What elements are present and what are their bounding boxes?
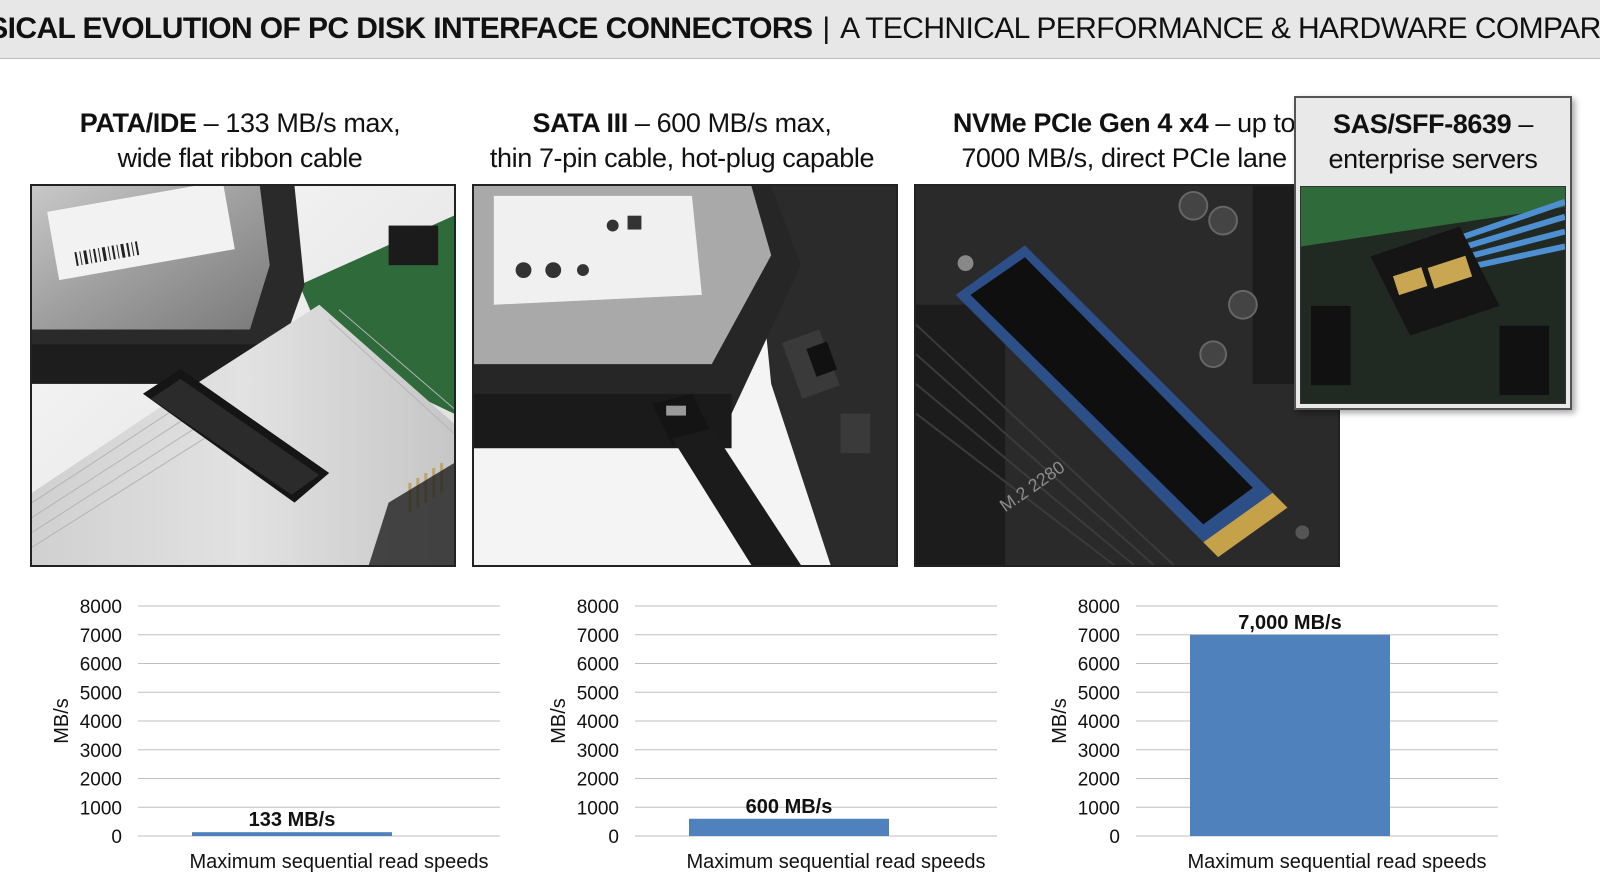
sata-name: SATA III <box>532 108 629 138</box>
y-tick-label: 4000 <box>577 712 619 733</box>
y-axis-label: MB/s <box>51 698 73 744</box>
y-tick-label: 2000 <box>80 770 122 791</box>
y-tick-label: 6000 <box>1078 655 1120 676</box>
data-label: 7,000 MB/s <box>1238 612 1341 634</box>
sas-description: enterprise servers <box>1328 144 1538 174</box>
sata-photo <box>472 184 898 567</box>
header-title-sub: A TECHNICAL PERFORMANCE & HARDWARE COMPA… <box>840 12 1600 45</box>
y-tick-label: 5000 <box>577 683 619 704</box>
data-label: 133 MB/s <box>249 809 336 831</box>
y-tick-label: 0 <box>1109 827 1120 848</box>
y-tick-label: 6000 <box>577 655 619 676</box>
sas-panel: SAS/SFF-8639 – enterprise servers <box>1294 96 1572 410</box>
nvme-photo: M.2 2280 <box>914 184 1340 567</box>
sas-name: SAS/SFF-8639 <box>1333 109 1512 139</box>
y-tick-label: 7000 <box>577 626 619 647</box>
y-tick-label: 7000 <box>80 626 122 647</box>
category-label: Maximum sequential read speeds <box>1187 851 1486 873</box>
y-tick-label: 5000 <box>1078 683 1120 704</box>
y-tick-label: 8000 <box>1078 597 1120 618</box>
y-tick-label: 8000 <box>577 597 619 618</box>
bar <box>689 818 889 836</box>
pata-title: PATA/IDE – 133 MB/s max, wide flat ribbo… <box>30 104 450 178</box>
y-tick-label: 3000 <box>577 741 619 762</box>
y-tick-label: 7000 <box>1078 626 1120 647</box>
nvme-description: 7000 MB/s, direct PCIe lane <box>961 143 1287 173</box>
bar <box>192 832 392 836</box>
nvme-title: NVMe PCIe Gen 4 x4 – up to 7000 MB/s, di… <box>914 104 1334 178</box>
nvme-speed: – up to <box>1208 108 1296 138</box>
header-title-main: PHYSICAL EVOLUTION OF PC DISK INTERFACE … <box>0 12 813 45</box>
y-axis-label: MB/s <box>548 698 570 744</box>
header-separator: | <box>822 12 831 45</box>
nvme-chart: 0 1000 2000 3000 4000 5000 6000 7000 8000 MB/s 7,0… <box>1028 586 1518 886</box>
y-tick-label: 3000 <box>80 741 122 762</box>
sata-speed: – 600 MB/s max, <box>627 108 832 138</box>
y-tick-label: 5000 <box>80 683 122 704</box>
pata-speed: – 133 MB/s max, <box>196 108 401 138</box>
y-tick-label: 4000 <box>1078 712 1120 733</box>
pata-photo <box>30 184 456 567</box>
nvme-name: NVMe PCIe Gen 4 x4 <box>952 108 1209 138</box>
sata-title: SATA III – 600 MB/s max, thin 7-pin cabl… <box>472 104 892 178</box>
y-tick-label: 2000 <box>1078 770 1120 791</box>
y-tick-label: 4000 <box>80 712 122 733</box>
pata-description: wide flat ribbon cable <box>117 143 363 173</box>
pata-name: PATA/IDE <box>79 108 197 138</box>
sata-description: thin 7-pin cable, hot-plug capable <box>489 143 875 173</box>
y-tick-label: 1000 <box>1078 798 1120 819</box>
y-tick-label: 6000 <box>80 655 122 676</box>
page-header: PHYSICAL EVOLUTION OF PC DISK INTERFACE … <box>0 0 1600 59</box>
y-tick-label: 0 <box>608 827 619 848</box>
y-tick-label: 1000 <box>80 798 122 819</box>
y-tick-label: 0 <box>111 827 122 848</box>
sas-photo <box>1300 186 1566 404</box>
category-label: Maximum sequential read speeds <box>189 851 488 873</box>
category-label: Maximum sequential read speeds <box>686 851 985 873</box>
y-tick-label: 8000 <box>80 597 122 618</box>
y-tick-label: 3000 <box>1078 741 1120 762</box>
pata-chart: 0 1000 2000 3000 4000 5000 6000 7000 8000 MB/s 133… <box>30 586 520 886</box>
data-label: 600 MB/s <box>746 796 833 818</box>
bar <box>1190 634 1390 836</box>
y-tick-label: 2000 <box>577 770 619 791</box>
y-tick-label: 1000 <box>577 798 619 819</box>
sas-title: SAS/SFF-8639 – enterprise servers <box>1296 98 1570 186</box>
sas-suffix: – <box>1511 109 1533 139</box>
y-axis-label: MB/s <box>1049 698 1071 744</box>
sata-chart: 0 1000 2000 3000 4000 5000 6000 7000 8000 MB/s 600… <box>527 586 1017 886</box>
